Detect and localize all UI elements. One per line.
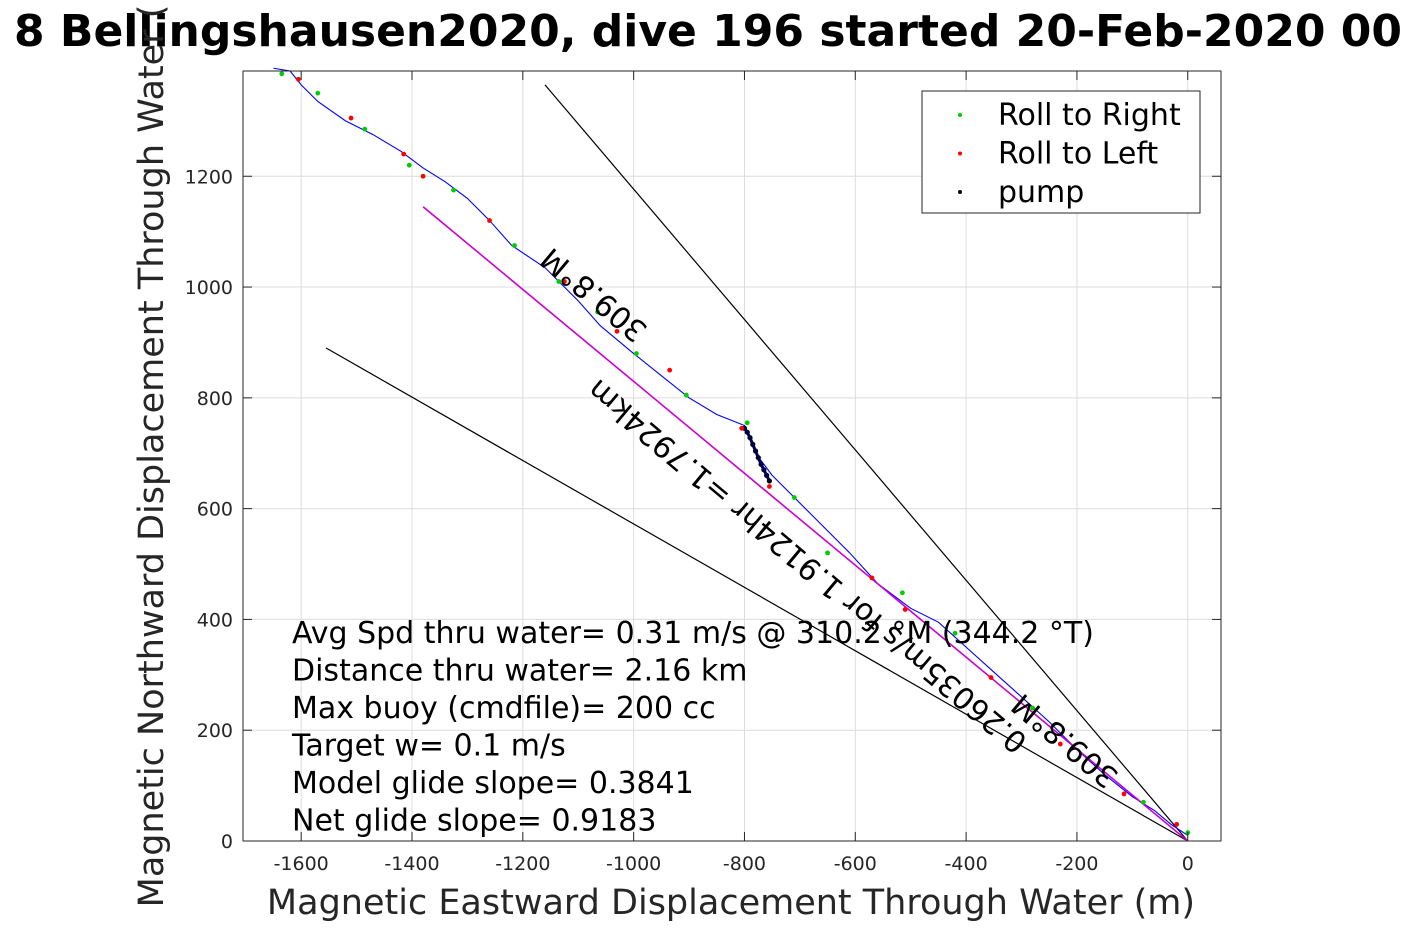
- roll-right-marker: [1141, 799, 1146, 805]
- legend-marker: [958, 113, 962, 117]
- x-tick-label: -400: [945, 853, 988, 875]
- stats-line: Model glide slope= 0.3841: [292, 766, 694, 801]
- x-tick-label: -1000: [606, 853, 661, 875]
- roll-left-marker: [487, 218, 492, 223]
- roll-right-marker: [634, 351, 639, 356]
- roll-left-marker: [988, 675, 994, 680]
- stats-line: Target w= 0.1 m/s: [291, 729, 566, 764]
- roll-right-marker: [791, 495, 797, 500]
- roll-left-marker: [869, 575, 875, 581]
- x-tick-label: 0: [1182, 853, 1194, 875]
- stats-line: Net glide slope= 0.9183: [292, 804, 656, 839]
- marker-layer: [279, 71, 1191, 836]
- y-tick-label: 200: [197, 720, 233, 742]
- reference-line: [325, 347, 1189, 842]
- stats-line: Max buoy (cmdfile)= 200 cc: [292, 691, 716, 726]
- roll-right-marker: [362, 126, 368, 132]
- roll-right-marker: [556, 279, 562, 284]
- legend-label: Roll to Right: [998, 98, 1181, 133]
- roll-right-marker: [899, 590, 905, 596]
- roll-left-marker: [1057, 741, 1063, 747]
- x-tick-label: -1600: [274, 853, 329, 875]
- roll-right-marker: [952, 630, 958, 636]
- roll-right-marker: [279, 71, 285, 77]
- roll-left-marker: [739, 425, 745, 431]
- magenta-line-series: [422, 206, 1189, 842]
- reference-line: [544, 84, 1189, 842]
- roll-left-marker: [401, 151, 407, 157]
- roll-right-marker: [683, 392, 689, 398]
- legend-box: [921, 90, 1201, 214]
- roll-left-marker: [1121, 791, 1127, 797]
- legend-label: pump: [998, 175, 1084, 210]
- roll-left-marker: [667, 367, 673, 373]
- x-axis-label: Magnetic Eastward Displacement Through W…: [267, 883, 1195, 923]
- axis-ticks: -1600 -1400 -1200 -1000 -800 -600 -400 -200 0 0 20…: [185, 71, 1221, 875]
- y-tick-label: 0: [221, 831, 233, 853]
- reference-lines: [325, 84, 1189, 842]
- y-tick-label: 800: [197, 388, 233, 410]
- x-tick-label: -1200: [495, 853, 550, 875]
- roll-right-marker: [825, 550, 830, 556]
- roll-left-marker: [296, 76, 301, 82]
- pump-segment: [743, 427, 771, 482]
- roll-left-marker: [420, 173, 426, 179]
- roll-left-marker: [348, 115, 354, 121]
- roll-right-marker: [595, 309, 601, 315]
- roll-right-marker: [406, 162, 412, 168]
- stats-line: Avg Spd thru water= 0.31 m/s @ 310.2 °M …: [292, 616, 1094, 651]
- roll-left-marker: [767, 484, 772, 489]
- roll-right-marker: [315, 90, 321, 96]
- roll-right-marker: [512, 243, 517, 248]
- roll-left-marker: [1174, 821, 1180, 827]
- x-tick-label: -800: [723, 853, 766, 875]
- x-tick-label: -1400: [384, 853, 439, 875]
- chart-title: 8 Bellingshausen2020, dive 196 started 2…: [14, 6, 1402, 57]
- y-tick-label: 1000: [185, 277, 233, 299]
- y-axis-label: Magnetic Northward Displacement Through …: [132, 5, 172, 908]
- roll-right-marker: [744, 420, 750, 426]
- stats-text-block: Avg Spd thru water= 0.31 m/s @ 310.2 °M …: [291, 616, 1094, 839]
- y-tick-label: 400: [197, 609, 233, 631]
- roll-right-marker: [451, 187, 456, 193]
- legend-label: Roll to Left: [998, 137, 1158, 172]
- x-tick-label: -200: [1055, 853, 1098, 875]
- roll-right-marker: [1030, 705, 1036, 711]
- roll-left-marker: [902, 607, 908, 612]
- y-tick-label: 1200: [185, 166, 233, 188]
- roll-left-marker: [561, 279, 567, 284]
- roll-left-marker: [614, 328, 620, 334]
- legend-marker: [958, 190, 962, 194]
- x-tick-label: -600: [834, 853, 877, 875]
- axes-frame: [242, 70, 1222, 842]
- legend-marker: [958, 151, 962, 156]
- stats-line: Distance thru water= 2.16 km: [292, 654, 747, 689]
- y-tick-label: 600: [197, 499, 233, 521]
